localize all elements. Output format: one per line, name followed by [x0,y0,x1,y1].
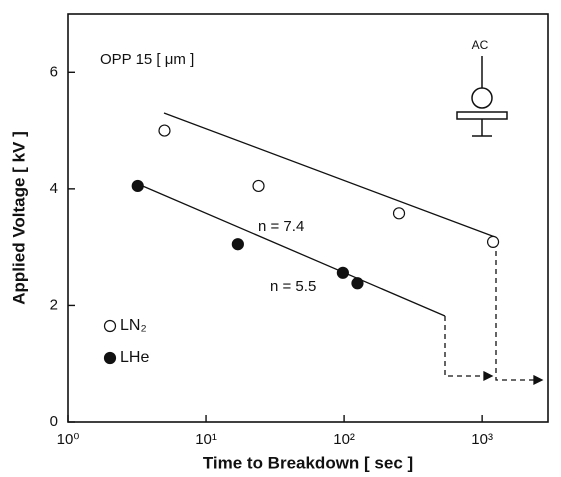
point [486,235,500,248]
annotation: AC [472,38,489,52]
legend-label: LHe [120,349,149,366]
x-tick-label: 10⁰ [57,431,80,448]
y-tick-label: 4 [50,180,58,197]
legend-label: LN₂ [120,317,147,334]
y-axis-label: Applied Voltage [ kV ] [9,131,28,304]
x-tick-label: 10¹ [195,431,217,448]
x-axis-label: Time to Breakdown [ sec ] [203,453,413,472]
point [231,238,244,251]
x-tick-label: 10² [333,431,355,448]
plot-frame [67,13,549,423]
annotation: n = 5.5 [270,278,316,295]
point [131,179,144,193]
x-tick-label: 10³ [471,431,493,448]
legend-marker [103,351,117,365]
point [351,277,364,290]
legend-marker [103,319,117,333]
point [336,266,349,279]
point [158,124,171,137]
y-tick-label: 6 [50,63,58,80]
point [392,207,406,220]
point [252,179,265,193]
y-tick-label: 2 [50,296,58,313]
ac-icon [456,56,508,137]
y-tick-label: 0 [50,413,58,430]
fit-lines [137,112,544,386]
annotation: OPP 15 [ μm ] [100,51,194,68]
annotation: n = 7.4 [258,218,304,235]
